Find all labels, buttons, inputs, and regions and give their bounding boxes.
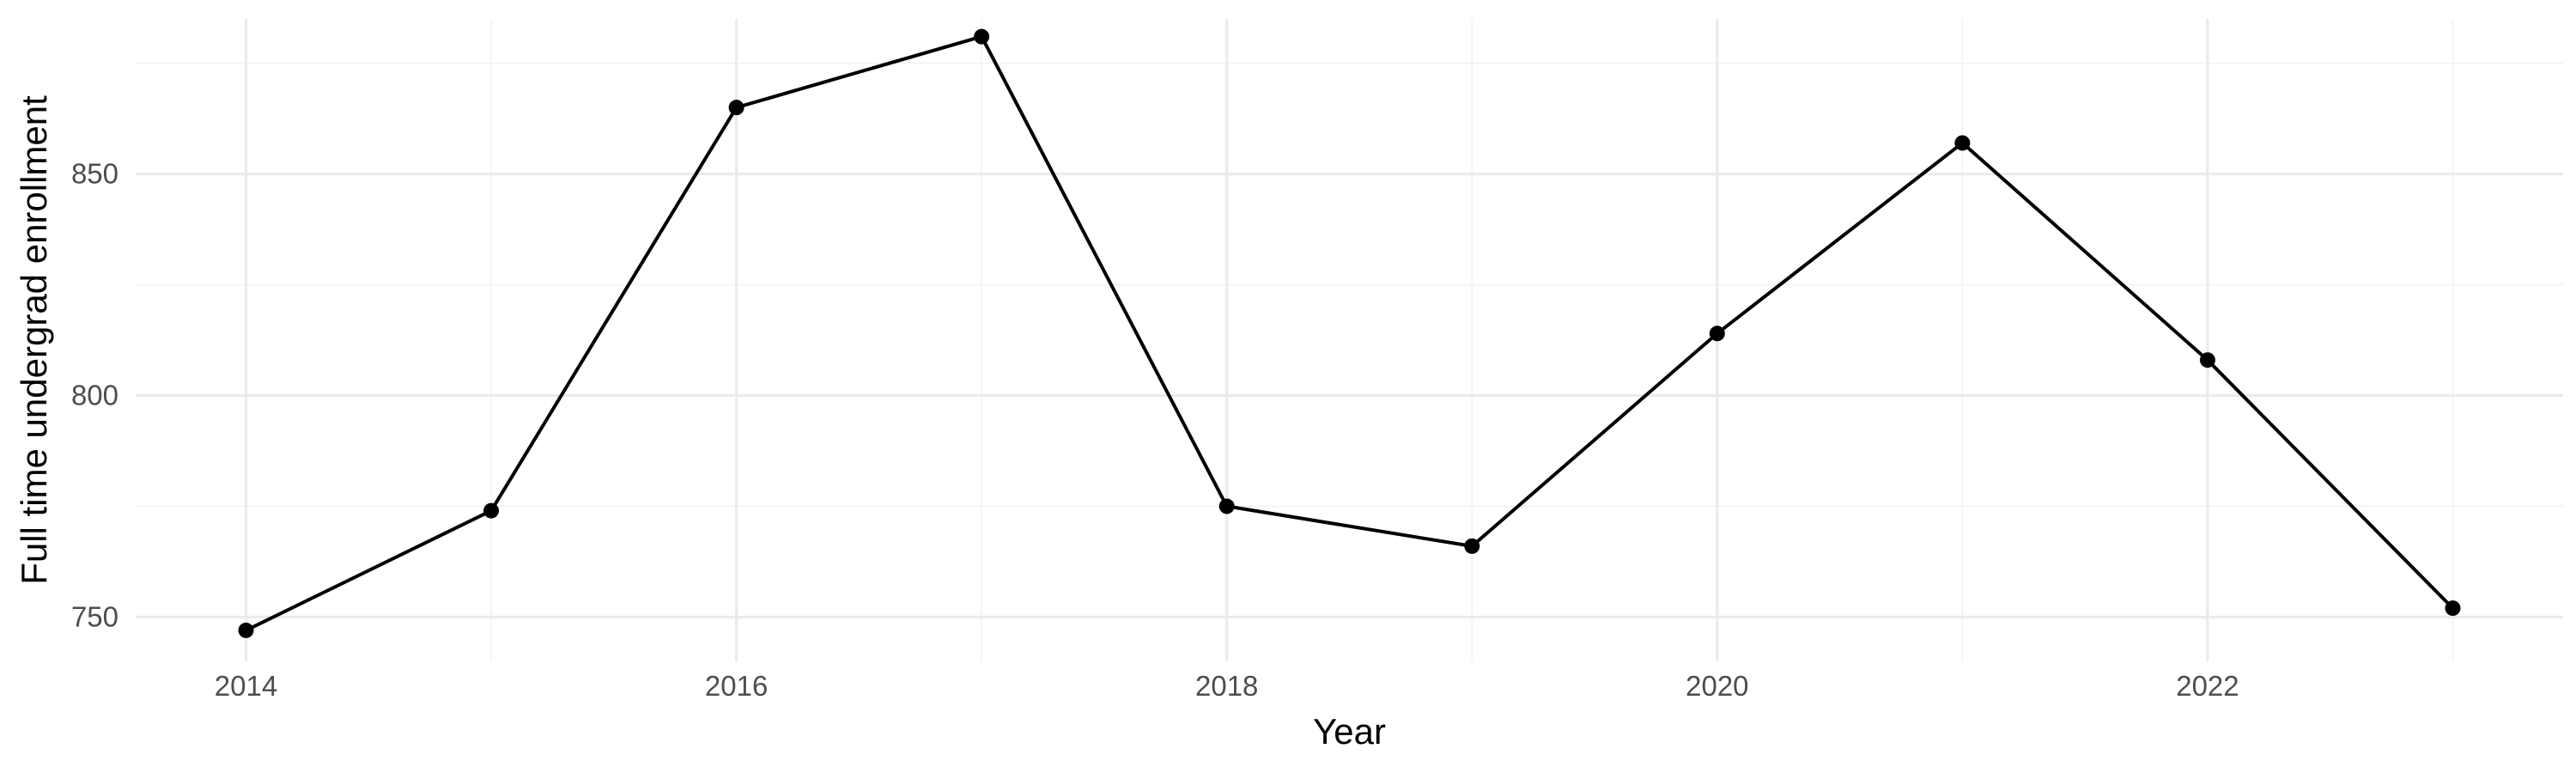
data-point [2445,600,2461,617]
grid [136,19,2563,661]
x-tick-label: 2018 [1195,670,1258,702]
data-point [238,622,254,638]
x-tick-label: 2016 [705,670,768,702]
x-tick-label: 2022 [2176,670,2239,702]
data-point [1218,498,1235,514]
data-point [1464,538,1480,554]
data-point [1954,135,1971,151]
y-axis-title: Full time undergrad enrollment [14,95,54,585]
y-tick-label: 750 [71,600,118,632]
data-point [2199,352,2215,368]
y-tick-label: 850 [71,158,118,190]
series-line [245,34,2454,632]
y-tick-label: 800 [71,379,118,411]
x-tick-label: 2014 [215,670,277,702]
data-point [1709,326,1725,342]
x-axis-ticks: 2014 2016 2018 2020 2022 [215,670,2239,702]
x-tick-label: 2020 [1686,670,1748,702]
data-point [483,502,500,519]
data-point [974,28,990,45]
y-axis-ticks: 750 800 850 [71,158,118,633]
series [238,28,2461,638]
x-axis-title: Year [1313,711,1386,752]
data-point [728,100,744,116]
